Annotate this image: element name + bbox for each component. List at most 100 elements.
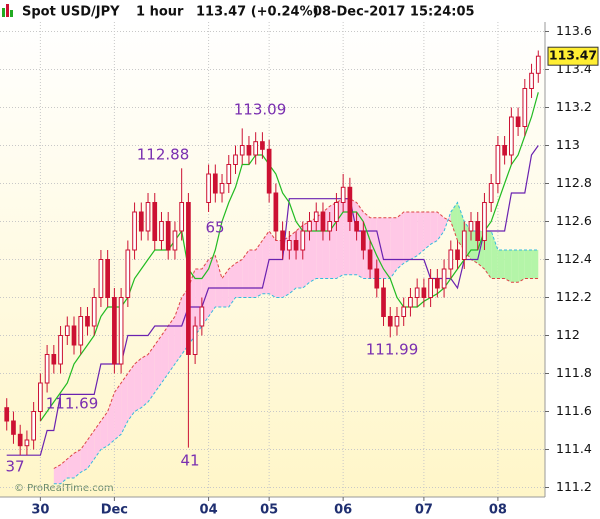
candle-body xyxy=(502,145,507,156)
y-tick-label: 111.2 xyxy=(556,479,592,494)
candle-body xyxy=(529,72,534,90)
candle-body xyxy=(535,55,541,74)
cloud-segment xyxy=(67,453,75,478)
cloud-segment xyxy=(423,212,431,250)
cloud-segment xyxy=(255,240,263,298)
candle-body xyxy=(253,141,259,156)
annotation: 37 xyxy=(5,458,24,476)
candle-body xyxy=(394,316,400,327)
cloud-segment xyxy=(275,240,283,298)
candle-body xyxy=(488,183,494,203)
quote: 113.47 (+0.24%) xyxy=(196,5,319,20)
y-tick-label: 113.2 xyxy=(556,99,592,114)
candle-body xyxy=(421,287,427,298)
app-icon xyxy=(2,4,13,17)
cloud-segment xyxy=(518,250,525,283)
candle-body xyxy=(280,230,285,251)
candle-body xyxy=(441,268,447,289)
span-a-line xyxy=(53,201,539,485)
candle-body xyxy=(401,306,407,317)
candle-body xyxy=(367,249,373,270)
candle-body xyxy=(233,154,238,165)
candle-body xyxy=(347,186,353,223)
candle-body xyxy=(172,230,178,251)
candle-body xyxy=(320,211,326,232)
cloud-segment xyxy=(262,231,270,294)
candle-body xyxy=(468,221,474,232)
candle-body xyxy=(112,297,117,365)
candle-body xyxy=(414,287,420,298)
annotation: 65 xyxy=(205,219,224,237)
candle-body xyxy=(266,148,272,194)
cloud-segment xyxy=(524,250,532,279)
timeframe: 1 hour xyxy=(136,5,184,20)
candle-body xyxy=(98,259,104,298)
cloud-segment xyxy=(269,231,276,298)
candle-body xyxy=(91,297,97,327)
cloud-segment xyxy=(94,421,101,459)
candle-body xyxy=(340,186,346,204)
candle-body xyxy=(239,145,245,156)
candle-body xyxy=(212,173,218,194)
candle-body xyxy=(51,354,57,365)
candle-body xyxy=(152,202,158,241)
candle-body xyxy=(475,221,481,241)
candle-body xyxy=(64,325,70,336)
candle-body xyxy=(125,249,131,298)
candle-body xyxy=(334,202,339,222)
candle-body xyxy=(461,230,467,260)
candle-body xyxy=(428,278,433,298)
candle-body xyxy=(387,316,393,327)
x-tick-label: 07 xyxy=(415,503,433,518)
cloud-segment xyxy=(53,464,61,484)
x-tick-label: 05 xyxy=(260,503,278,518)
cloud-segment xyxy=(114,383,122,440)
last-price-label: 113.47 xyxy=(549,48,597,63)
y-tick-label: 112.6 xyxy=(556,213,592,228)
candle-body xyxy=(138,211,144,232)
candle-body xyxy=(509,116,514,156)
candles xyxy=(4,50,541,456)
watermark: © ProRealTime.com xyxy=(14,483,114,494)
cloud-segment xyxy=(168,316,175,374)
candle-body xyxy=(246,145,252,156)
cloud-segment xyxy=(403,212,411,264)
cloud-segment xyxy=(127,364,135,421)
cloud-segment xyxy=(215,255,223,307)
labels: 111.2 111.4 111.6 111.8 112 112.2 112.4 112.6 11… xyxy=(5,23,599,518)
cloud-segment xyxy=(511,250,519,283)
candle-body xyxy=(293,240,299,251)
cloud-segment xyxy=(74,449,81,478)
candle-body xyxy=(17,433,23,447)
candle-body xyxy=(105,259,111,298)
candle-body xyxy=(448,249,454,270)
cloud-segment xyxy=(134,358,142,412)
cloud-segment xyxy=(60,459,68,484)
candle-body xyxy=(522,88,528,127)
candle-body xyxy=(360,230,366,251)
annotation: 41 xyxy=(180,452,199,470)
cloud-segment xyxy=(531,250,539,279)
annotation: 111.69 xyxy=(46,395,99,413)
kijun-line xyxy=(6,145,539,456)
y-tick-label: 112.4 xyxy=(556,251,592,266)
candle-body xyxy=(327,221,333,232)
candle-body xyxy=(226,164,232,184)
cloud-segment xyxy=(141,354,149,408)
y-tick-label: 111.6 xyxy=(556,403,592,418)
candle-body xyxy=(85,316,90,327)
candle-body xyxy=(482,202,487,241)
candle-body xyxy=(286,240,292,251)
candle-body xyxy=(165,221,171,251)
candle-body xyxy=(159,221,164,241)
candle-body xyxy=(515,116,521,127)
candle-body xyxy=(354,221,359,232)
candle-body xyxy=(44,354,50,384)
cloud-segment xyxy=(228,263,236,307)
cloud-segment xyxy=(376,217,384,279)
y-tick-label: 113 xyxy=(556,137,580,152)
cloud-segment xyxy=(107,392,115,446)
candle-body xyxy=(273,192,279,232)
cloud-segment xyxy=(121,373,128,435)
